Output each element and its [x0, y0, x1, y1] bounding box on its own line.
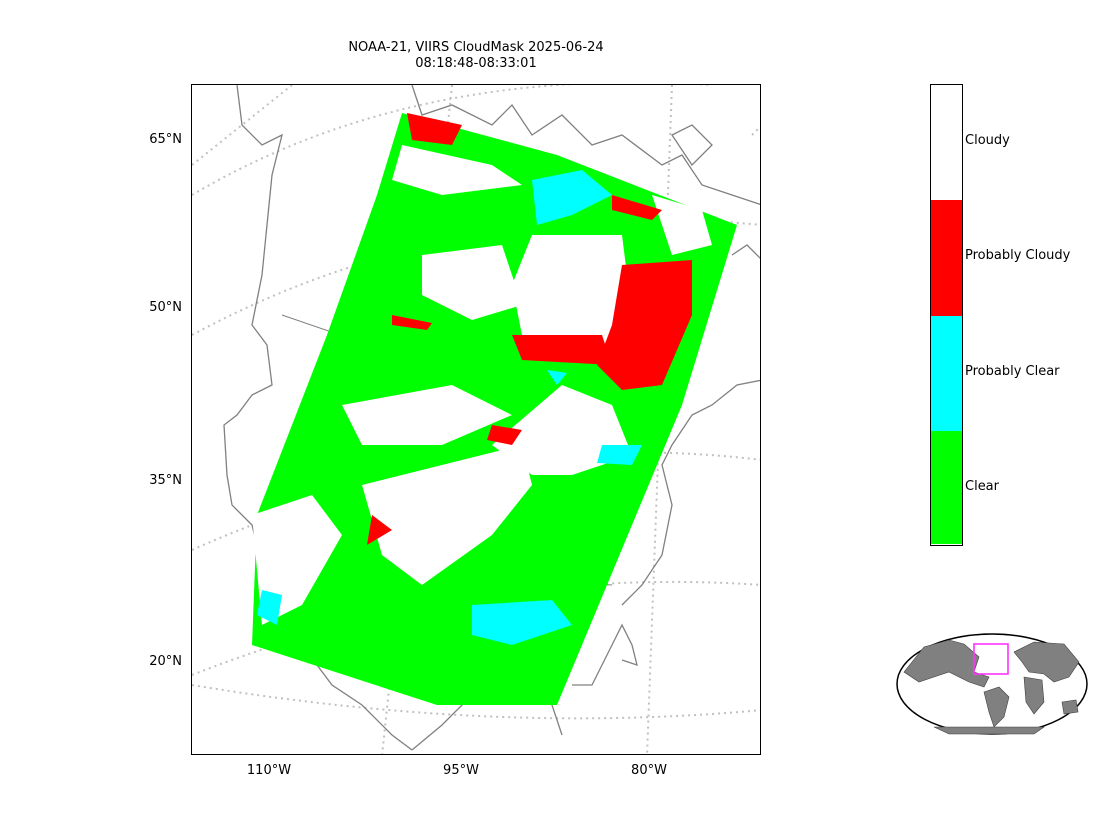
legend-label-probably-clear: Probably Clear	[965, 364, 1060, 379]
legend-swatch-clear	[931, 431, 962, 544]
globe-highlight-box	[973, 643, 1009, 675]
lat-label-35: 35°N	[149, 473, 182, 488]
lat-label-50: 50°N	[149, 300, 182, 315]
lat-label-65: 65°N	[149, 132, 182, 147]
legend-swatch-cloudy	[931, 85, 962, 200]
globe-inset	[896, 633, 1088, 735]
legend-label-clear: Clear	[965, 479, 999, 494]
lon-label-80: 80°W	[631, 763, 667, 778]
legend-swatch-probably-cloudy	[931, 200, 962, 316]
title-line-2: 08:18:48-08:33:01	[415, 56, 537, 71]
swath-cloudy	[252, 145, 712, 625]
swath-probably-clear	[257, 170, 642, 645]
legend-label-probably-cloudy: Probably Cloudy	[965, 248, 1071, 263]
colorbar-legend	[930, 84, 963, 546]
map-svg	[192, 85, 760, 754]
lon-label-110: 110°W	[246, 763, 292, 778]
lat-label-20: 20°N	[149, 654, 182, 669]
cloud-mask-map[interactable]	[191, 84, 761, 755]
map-title: NOAA-21, VIIRS CloudMask 2025-06-24 08:1…	[276, 40, 676, 72]
title-line-1: NOAA-21, VIIRS CloudMask 2025-06-24	[348, 40, 604, 55]
swath-probably-cloudy	[367, 113, 692, 545]
legend-swatch-probably-clear	[931, 316, 962, 431]
globe-land	[903, 639, 1080, 735]
legend-label-cloudy: Cloudy	[965, 133, 1010, 148]
lon-label-95: 95°W	[443, 763, 479, 778]
